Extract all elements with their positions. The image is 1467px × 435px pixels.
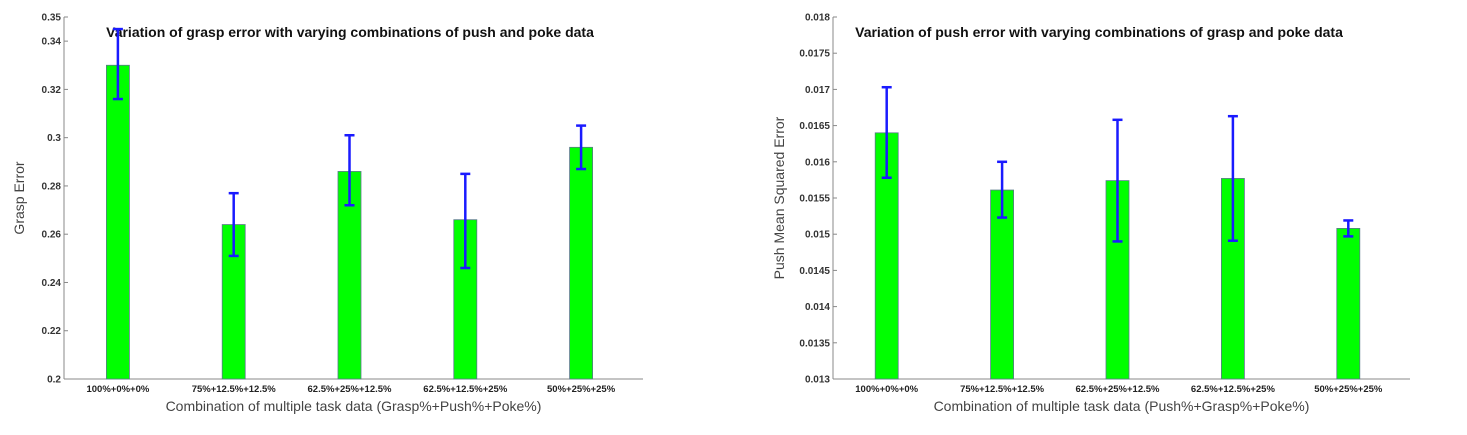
x-tick-label: 62.5%+12.5%+25% <box>423 384 508 395</box>
chart-title: Variation of push error with varying com… <box>855 24 1343 40</box>
bar <box>1336 228 1361 380</box>
x-tick-label: 75%+12.5%+12.5% <box>960 384 1045 395</box>
push-error-chart: Variation of push error with varying com… <box>771 13 1410 414</box>
x-tick-label: 100%+0%+0% <box>86 384 149 395</box>
y-tick-label: 0.0175 <box>799 49 830 60</box>
y-tick-label: 0.0135 <box>799 338 830 349</box>
y-tick-label: 0.3 <box>47 133 61 144</box>
x-axis-label: Combination of multiple task data (Grasp… <box>166 398 542 414</box>
y-tick-label: 0.016 <box>805 157 830 168</box>
y-tick-label: 0.2 <box>47 375 61 386</box>
y-tick-label: 0.22 <box>42 326 62 337</box>
x-tick-label: 50%+25%+25% <box>1314 384 1383 395</box>
y-axis-label: Grasp Error <box>11 161 27 234</box>
y-tick-label: 0.013 <box>805 375 830 386</box>
y-tick-label: 0.28 <box>42 181 62 192</box>
x-tick-label: 62.5%+25%+12.5% <box>308 384 393 395</box>
x-tick-label: 62.5%+12.5%+25% <box>1191 384 1276 395</box>
x-axis-label: Combination of multiple task data (Push%… <box>934 398 1310 414</box>
x-tick-label: 100%+0%+0% <box>855 384 918 395</box>
y-tick-label: 0.24 <box>42 278 62 289</box>
y-tick-label: 0.0145 <box>799 266 830 277</box>
y-tick-label: 0.26 <box>42 230 62 241</box>
y-axis-label: Push Mean Squared Error <box>771 116 787 279</box>
chart-title: Variation of grasp error with varying co… <box>106 24 594 40</box>
y-tick-label: 0.34 <box>42 37 62 48</box>
y-tick-label: 0.014 <box>805 302 830 313</box>
y-tick-label: 0.018 <box>805 13 830 24</box>
y-tick-label: 0.0155 <box>799 194 830 205</box>
y-tick-label: 0.35 <box>42 13 62 24</box>
grasp-error-chart: Variation of grasp error with varying co… <box>11 13 643 414</box>
y-tick-label: 0.0165 <box>799 121 830 132</box>
x-tick-label: 62.5%+25%+12.5% <box>1076 384 1161 395</box>
y-tick-label: 0.32 <box>42 85 62 96</box>
bar <box>569 146 593 380</box>
x-tick-label: 75%+12.5%+12.5% <box>192 384 277 395</box>
y-tick-label: 0.015 <box>805 230 830 241</box>
bar <box>106 64 130 380</box>
x-tick-label: 50%+25%+25% <box>547 384 616 395</box>
y-tick-label: 0.017 <box>805 85 830 96</box>
